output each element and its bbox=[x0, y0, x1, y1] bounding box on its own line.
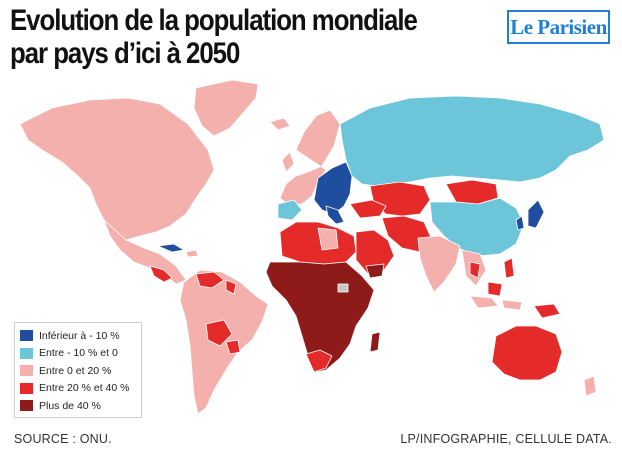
map-title: Evolution de la population mondiale par … bbox=[10, 4, 418, 70]
region-indonesia-2 bbox=[501, 299, 523, 311]
title-line-1: Evolution de la population mondiale bbox=[10, 4, 418, 37]
region-myanmar-red bbox=[469, 261, 481, 279]
title-line-2: par pays d’ici à 2050 bbox=[10, 37, 240, 70]
legend-item: Entre 20 % et 40 % bbox=[20, 380, 136, 398]
region-turkey bbox=[349, 199, 387, 219]
region-balkans bbox=[325, 205, 345, 225]
region-central-america-red bbox=[149, 265, 173, 283]
region-north-africa bbox=[279, 221, 357, 265]
region-western-europe bbox=[279, 109, 341, 207]
region-australia bbox=[491, 325, 563, 381]
region-india bbox=[417, 235, 461, 293]
legend-label: Entre 0 et 20 % bbox=[39, 364, 112, 377]
region-arabia bbox=[355, 229, 395, 275]
legend-swatch bbox=[20, 347, 33, 359]
legend-item: Inférieur à - 10 % bbox=[20, 327, 136, 345]
legend-swatch bbox=[20, 365, 33, 377]
legend-item: Entre 0 et 20 % bbox=[20, 362, 136, 380]
region-korea bbox=[515, 215, 525, 231]
source-note: SOURCE : ONU. bbox=[14, 432, 112, 446]
region-yemen bbox=[365, 263, 385, 279]
region-libya bbox=[317, 227, 339, 251]
region-no-data bbox=[337, 283, 349, 293]
region-eastern-europe bbox=[313, 161, 353, 215]
region-greenland bbox=[193, 79, 259, 137]
region-russia bbox=[339, 95, 605, 187]
legend-swatch bbox=[20, 330, 33, 342]
region-uk bbox=[281, 151, 295, 173]
region-indonesia-1 bbox=[469, 295, 499, 309]
legend-swatch bbox=[20, 400, 33, 412]
region-paraguay bbox=[225, 339, 241, 355]
region-hispaniola bbox=[185, 249, 199, 258]
legend-label: Plus de 40 % bbox=[39, 399, 101, 412]
region-china bbox=[429, 197, 525, 257]
legend-label: Inférieur à - 10 % bbox=[39, 329, 120, 342]
legend-label: Entre - 10 % et 0 bbox=[39, 347, 118, 360]
region-iberia bbox=[277, 199, 303, 221]
region-japan bbox=[527, 199, 545, 229]
region-iceland bbox=[269, 117, 291, 131]
region-bolivia bbox=[205, 319, 233, 347]
region-guianas bbox=[225, 279, 237, 295]
region-new-zealand bbox=[583, 375, 597, 397]
region-north-america bbox=[19, 97, 215, 241]
legend-item: Entre - 10 % et 0 bbox=[20, 345, 136, 363]
region-mexico-central-america bbox=[103, 219, 187, 285]
region-madagascar bbox=[369, 331, 381, 353]
region-cuba bbox=[157, 243, 185, 253]
region-borneo bbox=[487, 281, 503, 297]
legend-label: Entre 20 % et 40 % bbox=[39, 382, 130, 395]
logo-text: Le Parisien bbox=[510, 14, 607, 39]
legend-item: Plus de 40 % bbox=[20, 397, 136, 415]
region-venezuela bbox=[195, 271, 225, 289]
world-map bbox=[19, 79, 605, 415]
le-parisien-logo: Le Parisien bbox=[507, 10, 610, 44]
map-legend: Inférieur à - 10 % Entre - 10 % et 0 Ent… bbox=[14, 322, 142, 418]
region-papua bbox=[533, 303, 561, 319]
region-philippines bbox=[503, 257, 515, 279]
credit-note: LP/INFOGRAPHIE, CELLULE DATA. bbox=[400, 432, 612, 446]
region-southern-africa bbox=[305, 349, 333, 373]
legend-swatch bbox=[20, 382, 33, 394]
